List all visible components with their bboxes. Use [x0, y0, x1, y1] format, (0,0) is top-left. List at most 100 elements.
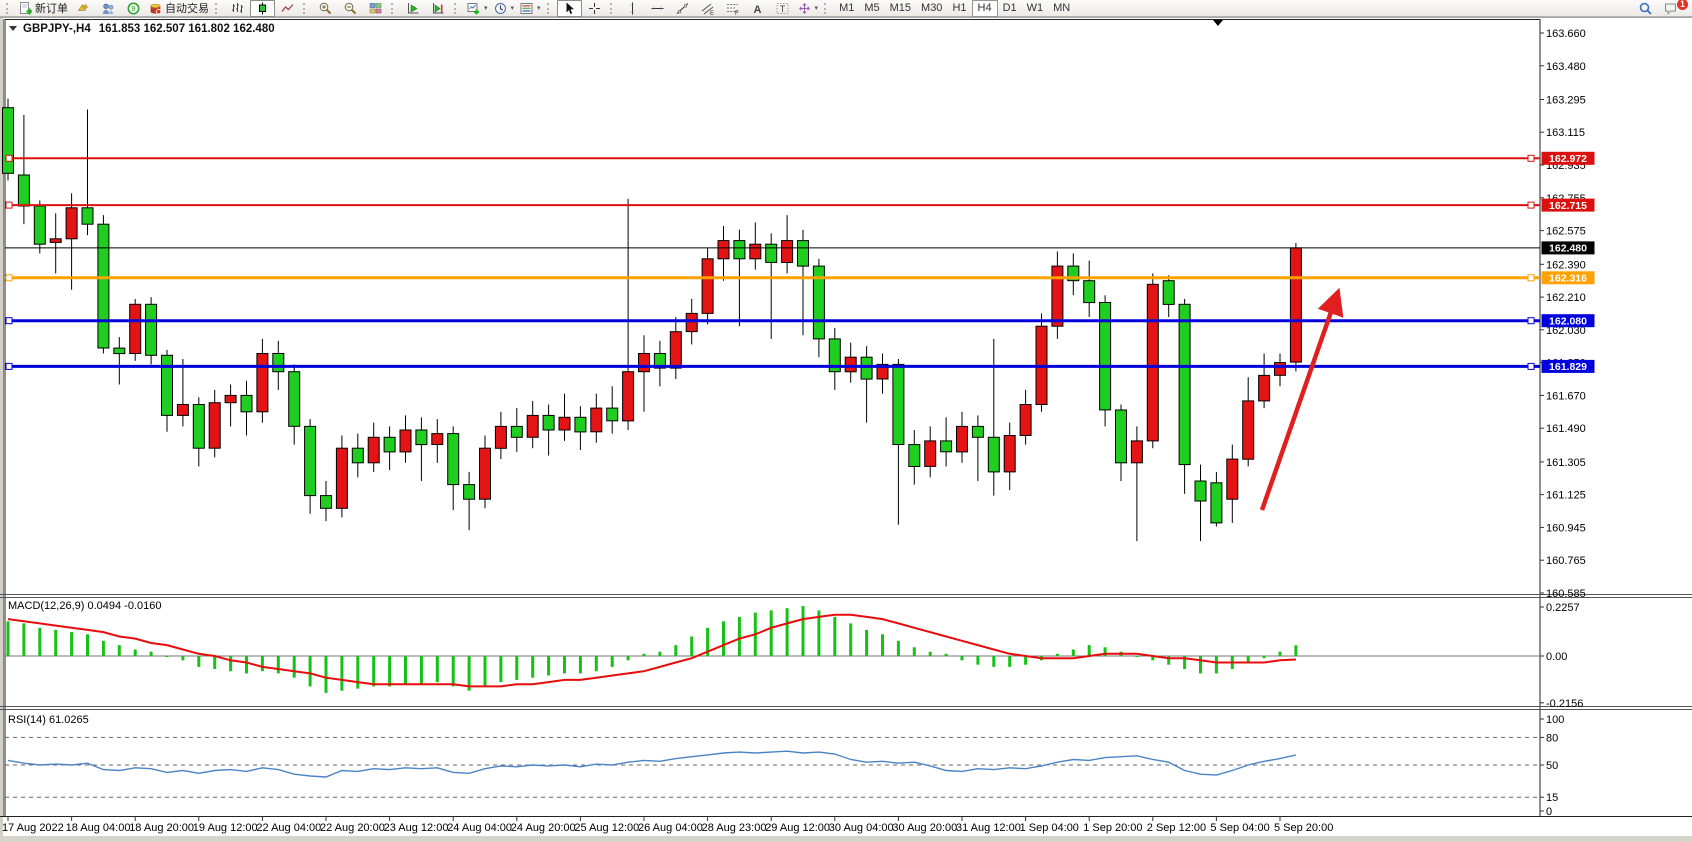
candle-body — [97, 223, 110, 349]
trendline-button[interactable] — [670, 0, 695, 17]
autotrade-button[interactable]: 自动交易 — [146, 0, 212, 17]
period-button-m15[interactable]: M15 — [889, 2, 912, 14]
zoom-in-button[interactable] — [313, 0, 338, 17]
price-tick-label: 160.585 — [1546, 588, 1586, 600]
candle-body — [1146, 283, 1159, 442]
equidistant-channel-button[interactable]: E — [695, 0, 720, 17]
price-tick-label: 161.490 — [1546, 423, 1586, 435]
community-icon[interactable] — [96, 0, 121, 17]
macd-bar — [276, 656, 280, 674]
macd-label: MACD(12,26,9) 0.0494 -0.0160 — [8, 600, 161, 612]
template-button[interactable] — [517, 0, 544, 17]
macd-bar — [70, 632, 74, 656]
cursor-button[interactable] — [556, 0, 582, 17]
period-button-m30[interactable]: M30 — [921, 2, 943, 14]
macd-bar — [356, 656, 360, 689]
candle-body — [1115, 409, 1127, 464]
line-handle-left[interactable] — [5, 317, 13, 325]
chat-icon[interactable]: 1 — [1658, 0, 1688, 17]
time-tick-label: 23 Aug 12:00 — [384, 822, 449, 834]
text-button[interactable]: A — [745, 0, 770, 17]
new-order-button[interactable]: 新订单 — [16, 0, 71, 17]
trend-arrow[interactable] — [1259, 287, 1344, 511]
candle-body — [733, 240, 746, 260]
zoom-out-button[interactable] — [338, 0, 363, 17]
line-handle-right[interactable] — [1527, 317, 1535, 325]
zoomin-glyph — [319, 2, 332, 14]
search-icon[interactable] — [1633, 0, 1658, 17]
crosshair-button[interactable] — [582, 0, 607, 17]
text-label-button[interactable]: T — [770, 0, 795, 17]
candle-body — [844, 356, 857, 373]
period-button-h1[interactable]: H1 — [952, 2, 967, 14]
circle-glyph-glyph: 9 — [127, 2, 140, 14]
toolbar-right: 1 — [1633, 0, 1689, 16]
glyph-big-glyph: A — [753, 4, 761, 15]
line-handle-left[interactable] — [5, 274, 13, 282]
toolbar-group-handle[interactable] — [6, 2, 11, 14]
chat-glyph — [1665, 3, 1676, 15]
period-button-mn[interactable]: MN — [1053, 2, 1071, 14]
price-axis[interactable]: 163.660163.480163.295163.115162.935162.7… — [1540, 28, 1586, 600]
period-button-h4[interactable]: H4 — [971, 0, 998, 17]
mql5-icon[interactable]: 9 — [121, 0, 146, 17]
period-button-m1[interactable]: M1 — [839, 2, 855, 14]
playend-glyph — [433, 2, 444, 13]
tile-windows-button[interactable] — [363, 0, 388, 17]
chart-shift-button[interactable] — [426, 0, 451, 17]
notification-badge: 1 — [1677, 0, 1688, 10]
macd-bar — [22, 623, 26, 656]
candle-body — [971, 425, 984, 438]
price-tick-label: 160.765 — [1546, 555, 1586, 567]
horn-glyph — [77, 3, 88, 11]
window-bottom-edge — [0, 836, 1692, 842]
horizontal-line-button[interactable] — [645, 0, 670, 17]
candle-body — [1130, 440, 1143, 464]
cross-glyph — [588, 2, 600, 14]
candle-body — [1099, 302, 1112, 411]
toolbar-group-handle[interactable] — [824, 2, 829, 14]
time-tick-label: 2 Sep 12:00 — [1147, 822, 1206, 834]
line-handle-right[interactable] — [1527, 201, 1535, 209]
vertical-line-button[interactable] — [620, 0, 645, 17]
line-handle-left[interactable] — [5, 362, 13, 370]
toolbar-group-handle[interactable] — [303, 2, 308, 14]
toolbar-group-handle[interactable] — [609, 2, 615, 14]
toolbar-group-handle[interactable] — [215, 2, 220, 14]
candle-body — [1178, 303, 1191, 466]
toolbar-group-handle[interactable] — [454, 2, 459, 14]
period-button-m5[interactable]: M5 — [864, 2, 880, 14]
period-clock-button[interactable] — [491, 0, 518, 17]
line-handle-left[interactable] — [5, 154, 13, 162]
megaphone-icon[interactable] — [71, 0, 96, 17]
arrows-button[interactable] — [795, 0, 822, 17]
line-handle-right[interactable] — [1527, 362, 1535, 370]
line-handle-right[interactable] — [1527, 154, 1535, 162]
toolbar-group-handle[interactable] — [391, 2, 396, 14]
line-handle-left[interactable] — [5, 201, 13, 209]
tline-glyph — [676, 2, 688, 14]
candle-body — [1162, 280, 1175, 305]
auto-scroll-button[interactable] — [401, 0, 426, 17]
candle-body — [335, 447, 348, 509]
new-chart-button[interactable] — [464, 0, 491, 17]
line-chart-button[interactable] — [275, 0, 300, 17]
candlestick-button[interactable] — [250, 0, 275, 17]
time-tick-label: 5 Sep 20:00 — [1274, 822, 1333, 834]
toolbar-group-handle[interactable] — [546, 2, 552, 14]
macd-bar — [388, 656, 392, 687]
macd-bar — [1055, 653, 1059, 656]
period-button-d1[interactable]: D1 — [1002, 2, 1017, 14]
hline-glyph — [651, 6, 664, 10]
chart-canvas[interactable]: 163.660163.480163.295163.115162.935162.7… — [0, 17, 1692, 842]
candle-body — [828, 338, 841, 373]
chart-menu-icon[interactable] — [9, 26, 17, 31]
bar-chart-button[interactable] — [225, 0, 250, 17]
period-button-w1[interactable]: W1 — [1026, 2, 1044, 14]
line-handle-right[interactable] — [1527, 274, 1535, 282]
candle-body — [2, 107, 14, 174]
macd-bar — [658, 651, 662, 656]
fibonacci-button[interactable]: F — [720, 0, 745, 17]
macd-bar — [133, 649, 137, 656]
